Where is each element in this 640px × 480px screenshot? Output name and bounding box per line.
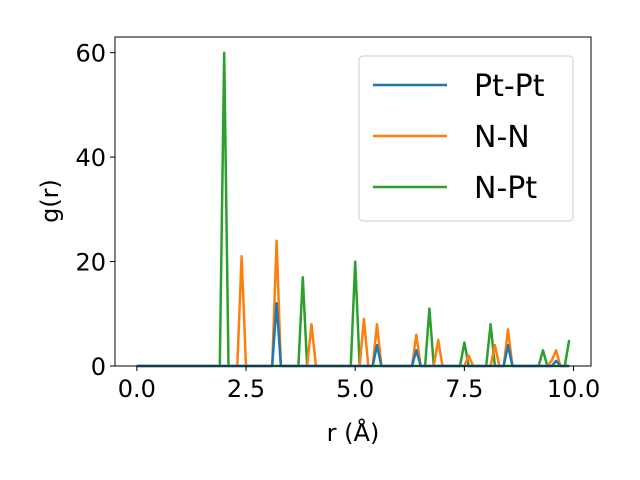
x-tick-label: 7.5 bbox=[445, 375, 483, 403]
legend-label-n-pt: N-Pt bbox=[474, 171, 537, 206]
y-axis-ticks: 0 20 40 60 bbox=[75, 40, 115, 381]
legend-box bbox=[358, 55, 574, 222]
y-tick-label: 40 bbox=[75, 144, 106, 172]
x-tick-label: 10.0 bbox=[547, 375, 600, 403]
x-tick-label: 2.5 bbox=[227, 375, 265, 403]
legend-label-n-n: N-N bbox=[474, 120, 530, 155]
series-line-pt-pt bbox=[136, 302, 570, 368]
x-tick-label: 5.0 bbox=[336, 375, 374, 403]
y-tick-label: 20 bbox=[75, 249, 106, 277]
x-tick-label: 0.0 bbox=[118, 375, 156, 403]
x-axis-ticks: 0.0 2.5 5.0 7.5 10.0 bbox=[118, 366, 600, 403]
legend: Pt-Pt N-N N-Pt bbox=[358, 55, 574, 222]
y-axis-label: g(r) bbox=[36, 179, 64, 223]
y-tick-label: 60 bbox=[75, 40, 106, 68]
plot-frame bbox=[114, 36, 592, 367]
y-tick-label: 0 bbox=[91, 353, 106, 381]
x-axis-label: r (Å) bbox=[327, 418, 380, 447]
legend-label-pt-pt: Pt-Pt bbox=[474, 69, 545, 104]
